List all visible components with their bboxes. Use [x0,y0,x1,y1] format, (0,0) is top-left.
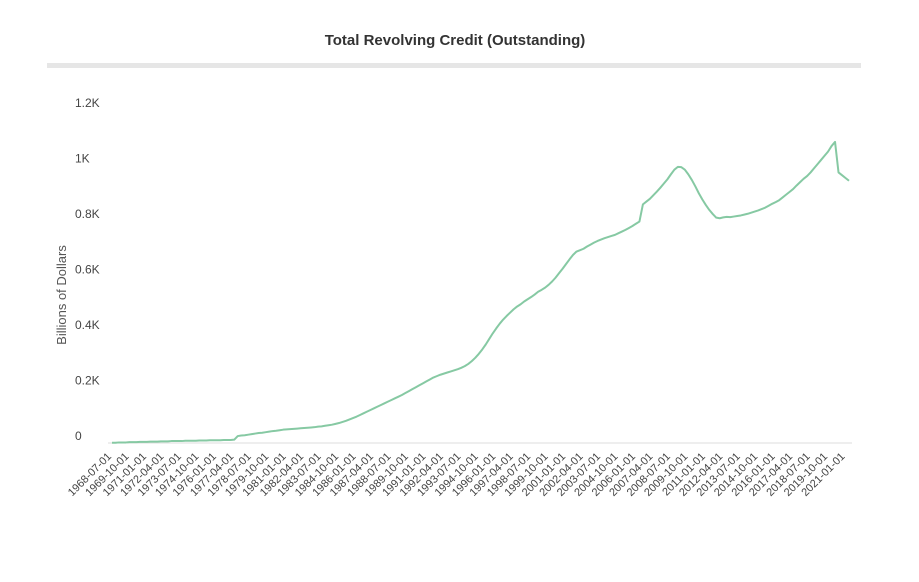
y-tick-label: 0.4K [75,318,100,332]
title-divider [47,63,861,68]
y-tick-label: 0.6K [75,263,100,277]
data-line [112,140,850,444]
chart-title: Total Revolving Credit (Outstanding) [325,32,586,49]
y-tick-label: 1.2K [75,96,100,110]
y-tick-label: 0.8K [75,207,100,221]
y-tick-label: 0.2K [75,374,100,388]
y-tick-label: 1K [75,152,90,166]
y-tick-label: 0 [75,429,82,443]
y-axis-label: Billions of Dollars [54,245,69,345]
